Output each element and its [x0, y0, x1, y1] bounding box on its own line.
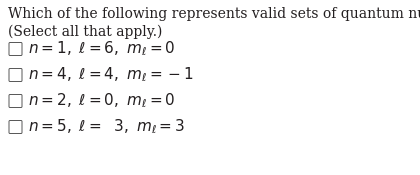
FancyBboxPatch shape [9, 43, 22, 55]
FancyBboxPatch shape [9, 68, 22, 82]
Text: (Select all that apply.): (Select all that apply.) [8, 25, 163, 39]
Text: $n = 4,\ \ell = 4,\ m_\ell = -1$: $n = 4,\ \ell = 4,\ m_\ell = -1$ [28, 66, 194, 84]
FancyBboxPatch shape [9, 94, 22, 107]
Text: $n = 1,\ \ell = 6,\ m_\ell = 0$: $n = 1,\ \ell = 6,\ m_\ell = 0$ [28, 40, 176, 58]
Text: Which of the following represents valid sets of quantum numbers?: Which of the following represents valid … [8, 7, 420, 21]
Text: $n = 2,\ \ell = 0,\ m_\ell = 0$: $n = 2,\ \ell = 0,\ m_\ell = 0$ [28, 92, 176, 110]
FancyBboxPatch shape [9, 121, 22, 134]
Text: $n = 5,\ \ell =\ \ 3,\ m_\ell = 3$: $n = 5,\ \ell =\ \ 3,\ m_\ell = 3$ [28, 118, 185, 136]
